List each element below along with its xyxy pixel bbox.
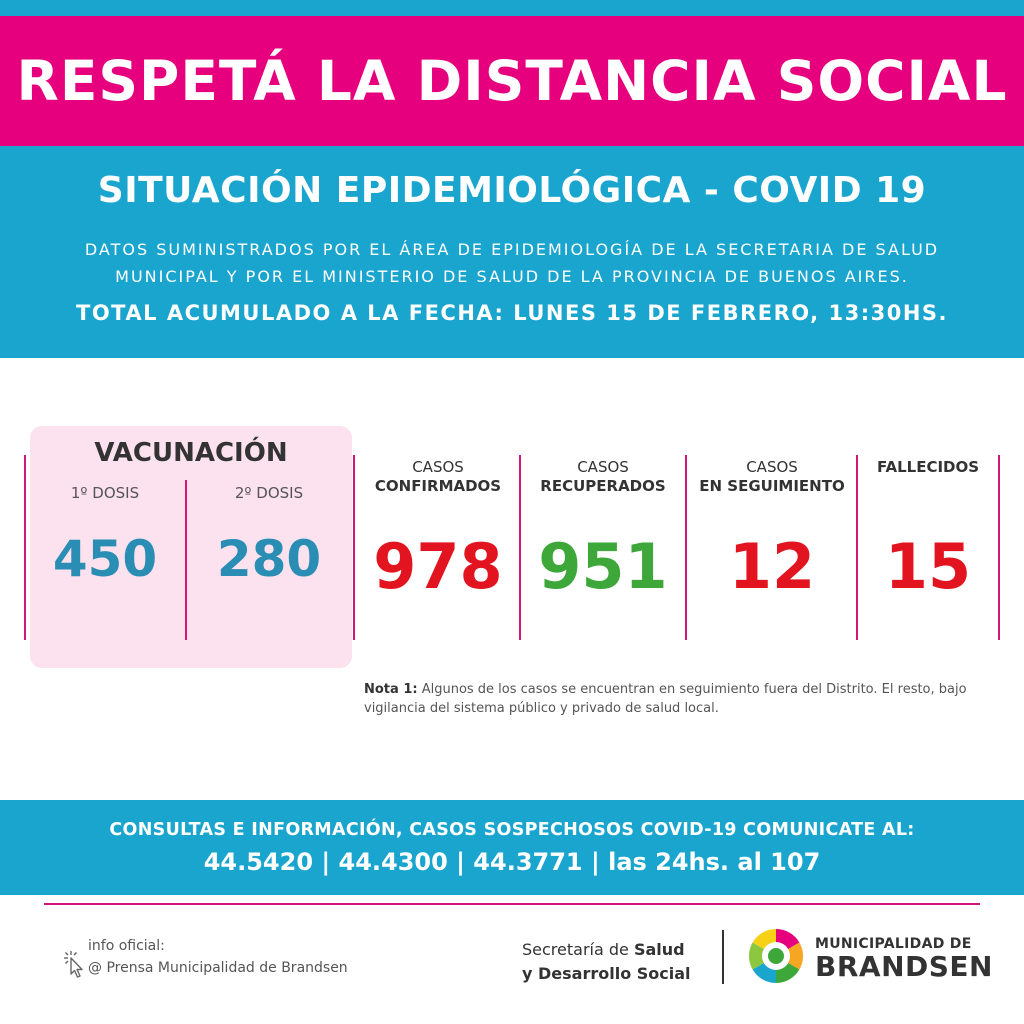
divider-left <box>24 455 26 640</box>
followup-label: CASOS EN SEGUIMIENTO <box>690 458 854 496</box>
secretaria-text: Secretaría de Salud y Desarrollo Social <box>522 938 691 986</box>
deceased-label-line2: FALLECIDOS <box>876 458 980 476</box>
dose1-label: 1º DOSIS <box>70 484 140 502</box>
recovered-label-line1: CASOS <box>577 458 629 476</box>
confirmed-value: 978 <box>373 530 503 603</box>
contact-banner: CONSULTAS E INFORMACIÓN, CASOS SOSPECHOS… <box>0 800 1024 895</box>
header-banner: RESPETÁ LA DISTANCIA SOCIAL <box>0 16 1024 146</box>
confirmed-label: CASOS CONFIRMADOS <box>356 458 520 496</box>
dose1-value: 450 <box>52 530 158 588</box>
source-line-1: DATOS SUMINISTRADOS POR EL ÁREA DE EPIDE… <box>84 240 940 259</box>
top-strip <box>0 0 1024 16</box>
divider-cases-3 <box>856 455 858 640</box>
recovered-label: CASOS RECUPERADOS <box>521 458 685 496</box>
vaccination-panel <box>30 426 352 668</box>
source-text: DATOS SUMINISTRADOS POR EL ÁREA DE EPIDE… <box>40 236 984 290</box>
cumulative-date: TOTAL ACUMULADO A LA FECHA: LUNES 15 DE … <box>76 301 948 325</box>
secretaria-bold-2: y Desarrollo Social <box>522 964 691 983</box>
contact-title: CONSULTAS E INFORMACIÓN, CASOS SOSPECHOS… <box>109 820 915 840</box>
click-cursor-icon <box>64 951 83 978</box>
divider-right <box>998 455 1000 640</box>
municipality-logo-icon <box>748 929 804 983</box>
contact-phones: 44.5420 | 44.4300 | 44.3771 | las 24hs. … <box>203 848 821 876</box>
divider-doses <box>185 480 187 640</box>
main-title: RESPETÁ LA DISTANCIA SOCIAL <box>16 49 1008 113</box>
municipality-line-1: MUNICIPALIDAD DE <box>815 936 972 952</box>
deceased-label: FALLECIDOS <box>846 458 1010 477</box>
info-handle: @ Prensa Municipalidad de Brandsen <box>88 960 348 976</box>
confirmed-label-line2: CONFIRMADOS <box>374 477 502 495</box>
secretaria-bold-1: Salud <box>633 940 685 959</box>
dose2-label: 2º DOSIS <box>234 484 304 502</box>
info-label: info oficial: <box>88 938 165 954</box>
source-line-2: MUNICIPAL Y POR EL MINISTERIO DE SALUD D… <box>115 267 909 286</box>
note-text: Nota 1: Algunos de los casos se encuentr… <box>364 680 984 718</box>
deceased-value: 15 <box>884 530 972 603</box>
divider-vax-cases <box>353 455 355 640</box>
footer-separator <box>722 930 724 984</box>
followup-value: 12 <box>728 530 816 603</box>
situation-title: SITUACIÓN EPIDEMIOLÓGICA - COVID 19 <box>97 170 927 211</box>
footer-divider <box>44 903 980 905</box>
note-label: Nota 1: <box>364 682 418 697</box>
vaccination-title: VACUNACIÓN <box>94 438 288 468</box>
note-body: Algunos de los casos se encuentran en se… <box>364 682 967 716</box>
municipality-line-2: BRANDSEN <box>815 950 993 983</box>
recovered-label-line2: RECUPERADOS <box>540 477 666 495</box>
followup-label-line1: CASOS <box>746 458 798 476</box>
recovered-value: 951 <box>538 530 668 603</box>
situation-banner: SITUACIÓN EPIDEMIOLÓGICA - COVID 19 DATO… <box>0 146 1024 358</box>
divider-cases-1 <box>519 455 521 640</box>
secretaria-prefix: Secretaría de <box>522 940 634 959</box>
divider-cases-2 <box>685 455 687 640</box>
dose2-value: 280 <box>216 530 322 588</box>
followup-label-line2: EN SEGUIMIENTO <box>699 477 845 495</box>
confirmed-label-line1: CASOS <box>412 458 464 476</box>
